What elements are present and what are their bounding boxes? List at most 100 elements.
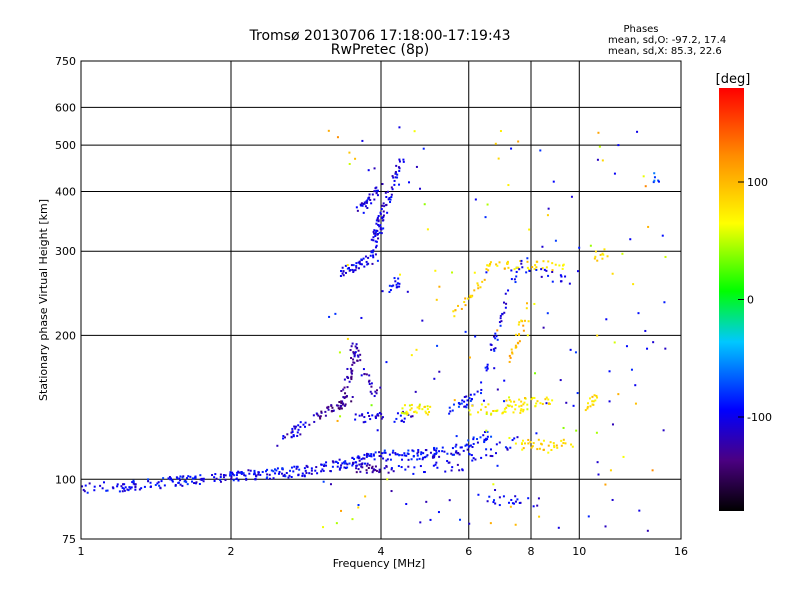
data-point — [177, 481, 180, 484]
data-point — [456, 463, 459, 466]
data-point — [338, 408, 341, 411]
data-point — [342, 461, 345, 464]
data-point — [510, 147, 513, 150]
data-point — [356, 359, 359, 362]
data-point — [480, 381, 483, 384]
data-point — [495, 452, 498, 455]
data-point — [194, 475, 197, 478]
data-point — [328, 315, 331, 318]
data-point — [472, 436, 475, 439]
data-point — [332, 460, 335, 463]
data-point — [606, 255, 609, 258]
data-point — [389, 198, 392, 201]
data-point — [363, 202, 366, 205]
data-point — [586, 405, 589, 408]
data-point — [367, 453, 370, 456]
data-point — [340, 407, 343, 410]
data-point — [421, 458, 424, 461]
data-point — [372, 454, 375, 457]
data-point — [236, 471, 239, 474]
data-point — [413, 466, 416, 469]
chart-subtitle: RwPretec (8p) — [331, 42, 429, 58]
data-point — [341, 266, 344, 269]
data-point — [345, 395, 348, 398]
data-point — [387, 198, 390, 201]
data-point — [366, 199, 369, 202]
data-point — [591, 395, 594, 398]
data-point — [399, 273, 402, 276]
data-point — [414, 390, 417, 393]
data-point — [340, 270, 343, 273]
data-point — [405, 454, 408, 457]
data-point — [375, 229, 378, 232]
data-point — [378, 451, 381, 454]
data-point — [413, 130, 416, 133]
data-point — [373, 190, 376, 193]
data-point — [532, 442, 535, 445]
data-point — [507, 184, 510, 187]
data-point — [538, 447, 541, 450]
data-point — [235, 474, 238, 477]
data-point — [384, 191, 387, 194]
data-point — [386, 478, 389, 481]
data-point — [441, 446, 444, 449]
data-point — [252, 473, 255, 476]
data-point — [472, 457, 475, 460]
data-point — [376, 413, 379, 416]
data-point — [369, 254, 372, 257]
data-point — [657, 179, 660, 182]
data-point — [248, 472, 251, 475]
data-point — [395, 417, 398, 420]
data-point — [634, 402, 637, 405]
data-point — [174, 483, 177, 486]
data-point — [527, 442, 530, 445]
data-point — [576, 270, 579, 273]
data-point — [453, 453, 456, 456]
data-point — [327, 405, 330, 408]
data-point — [358, 456, 361, 459]
data-point — [423, 203, 426, 206]
data-point — [592, 403, 595, 406]
data-point — [313, 420, 316, 423]
data-point — [373, 198, 376, 201]
y-tick-label: 75 — [62, 533, 76, 546]
data-point — [350, 264, 353, 267]
data-point — [364, 420, 367, 423]
data-point — [493, 499, 496, 502]
data-point — [435, 447, 438, 450]
data-point — [511, 351, 514, 354]
data-point — [340, 402, 343, 405]
data-point — [378, 471, 381, 474]
data-point — [540, 275, 543, 278]
data-point — [368, 383, 371, 386]
data-point — [457, 402, 460, 405]
data-point — [470, 295, 473, 298]
data-point — [522, 410, 525, 413]
data-point — [277, 472, 280, 475]
data-point — [291, 430, 294, 433]
data-point — [516, 498, 519, 501]
data-point — [551, 399, 554, 402]
data-point — [433, 449, 436, 452]
data-point — [408, 181, 411, 184]
data-point — [382, 210, 385, 213]
data-point — [360, 316, 363, 319]
data-point — [474, 198, 477, 201]
data-point — [377, 215, 380, 218]
data-point — [370, 455, 373, 458]
data-point — [270, 469, 273, 472]
data-point — [389, 458, 392, 461]
data-point — [394, 172, 397, 175]
data-point — [276, 467, 279, 470]
data-point — [374, 465, 377, 468]
y-tick-label: 200 — [55, 329, 76, 342]
data-point — [503, 267, 506, 270]
data-point — [397, 465, 400, 468]
data-point — [483, 278, 486, 281]
data-point — [305, 471, 308, 474]
data-point — [470, 398, 473, 401]
data-point — [375, 392, 378, 395]
data-point — [564, 275, 567, 278]
data-point — [372, 256, 375, 259]
data-point — [138, 488, 141, 491]
